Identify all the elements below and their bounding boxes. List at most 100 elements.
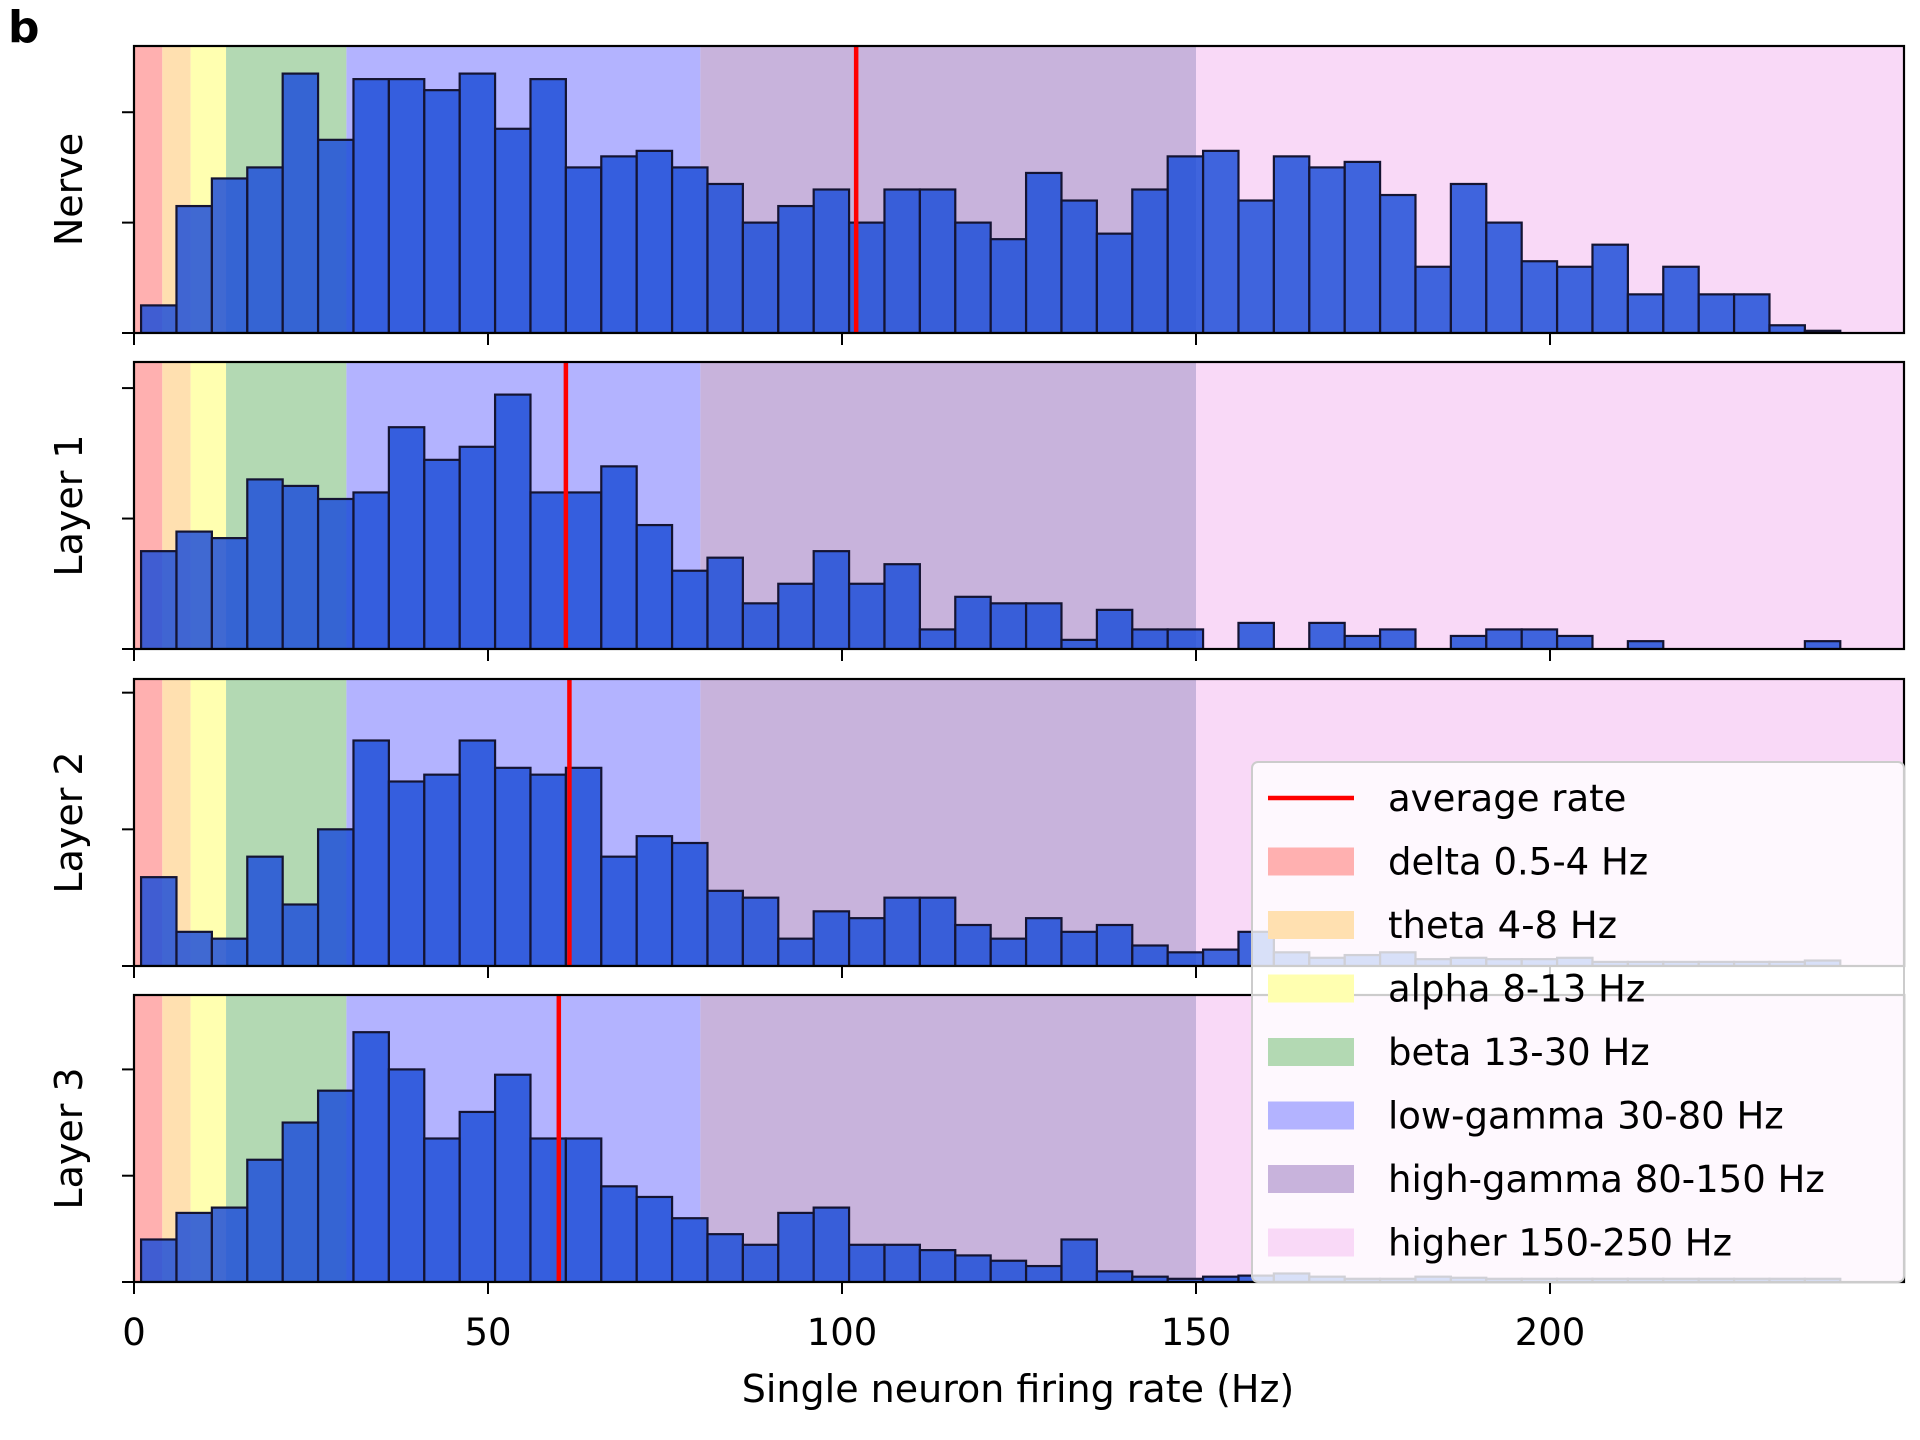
y-axis-label: Nerve xyxy=(47,133,91,246)
legend-swatch-band xyxy=(1268,1165,1354,1193)
bar xyxy=(918,628,957,649)
bar xyxy=(1095,232,1134,333)
bar xyxy=(1520,260,1559,333)
bar xyxy=(1555,265,1594,333)
panel-plot-area xyxy=(134,362,1904,649)
bar xyxy=(670,166,709,333)
bar xyxy=(1626,293,1665,333)
panel-plot-area xyxy=(134,46,1904,333)
bar xyxy=(1060,199,1098,333)
bar xyxy=(387,78,426,333)
bar xyxy=(210,537,249,649)
legend-swatch-band xyxy=(1268,1038,1354,1066)
bar xyxy=(1626,640,1665,649)
bar xyxy=(600,855,638,966)
legend-swatch-band xyxy=(1268,911,1354,939)
bar xyxy=(529,491,567,649)
bar xyxy=(1378,193,1417,333)
bar xyxy=(493,393,532,649)
bar xyxy=(1272,155,1311,333)
bar xyxy=(1095,923,1134,966)
bar xyxy=(352,491,390,649)
bar xyxy=(1131,628,1169,649)
bar xyxy=(812,188,851,333)
bar xyxy=(954,923,992,966)
bar xyxy=(883,896,921,966)
bar xyxy=(458,1110,497,1282)
panel-label: b xyxy=(8,2,40,53)
bar xyxy=(812,550,851,649)
bar xyxy=(883,563,921,649)
bar xyxy=(246,478,284,649)
bar xyxy=(139,1238,178,1282)
bar xyxy=(954,221,992,333)
bar xyxy=(989,1259,1028,1282)
bar xyxy=(777,582,815,649)
bar xyxy=(741,1243,780,1282)
panel-frame xyxy=(132,360,1906,651)
legend-label-average: average rate xyxy=(1388,777,1626,820)
bar xyxy=(706,556,744,649)
x-axis: 0 50 100 150 200 xyxy=(122,1311,1585,1354)
bar xyxy=(1520,628,1559,649)
bar xyxy=(210,937,249,966)
bar xyxy=(1131,188,1169,333)
bar xyxy=(954,1254,992,1282)
bar xyxy=(423,89,461,333)
bar xyxy=(1697,293,1736,333)
bar xyxy=(529,773,567,966)
legend-swatch-band xyxy=(1268,1101,1354,1130)
legend-box xyxy=(1251,761,1905,1283)
bar xyxy=(564,491,603,649)
bar xyxy=(600,465,638,649)
bar xyxy=(423,1137,461,1282)
bar xyxy=(989,602,1028,649)
bar xyxy=(210,177,249,333)
bar xyxy=(1024,1264,1063,1282)
bar xyxy=(1024,602,1063,649)
bar xyxy=(246,855,284,966)
bar xyxy=(423,458,461,649)
bar xyxy=(1378,628,1417,649)
bar xyxy=(246,1158,284,1282)
bar xyxy=(600,155,638,333)
bar xyxy=(175,930,213,966)
bar xyxy=(529,78,567,333)
bar xyxy=(246,166,284,333)
bar xyxy=(564,166,603,333)
bar xyxy=(281,1121,320,1282)
bar xyxy=(458,72,497,333)
bar xyxy=(847,1243,886,1282)
bar xyxy=(706,889,744,966)
bar xyxy=(1201,149,1240,333)
bar xyxy=(1095,608,1134,649)
bar xyxy=(1024,171,1063,333)
bar xyxy=(352,1031,390,1282)
legend-swatch-band xyxy=(1268,974,1354,1003)
bar xyxy=(139,550,178,649)
bar xyxy=(1449,634,1488,649)
legend: average rate delta 0.5-4 Hz theta 4-8 Hz al… xyxy=(1251,761,1905,1283)
bar xyxy=(458,739,497,966)
legend-label-band: beta 13-30 Hz xyxy=(1388,1031,1650,1074)
bar xyxy=(387,780,426,966)
legend-label-band: high-gamma 80-150 Hz xyxy=(1388,1158,1825,1201)
bar xyxy=(316,828,355,966)
bar xyxy=(918,1249,957,1282)
bar xyxy=(316,138,355,333)
bar xyxy=(175,204,213,333)
bar xyxy=(493,1073,532,1282)
bar xyxy=(918,896,957,966)
bar xyxy=(883,1243,921,1282)
bar xyxy=(812,910,851,966)
bar xyxy=(387,1068,426,1282)
bar xyxy=(1166,628,1205,649)
bar xyxy=(493,766,532,966)
bar xyxy=(1166,951,1205,966)
bar xyxy=(281,72,320,333)
bar xyxy=(883,188,921,333)
legend-label-band: higher 150-250 Hz xyxy=(1388,1222,1732,1265)
bar xyxy=(281,903,320,966)
bar xyxy=(1485,221,1523,333)
y-axis-label: Layer 1 xyxy=(47,434,91,576)
